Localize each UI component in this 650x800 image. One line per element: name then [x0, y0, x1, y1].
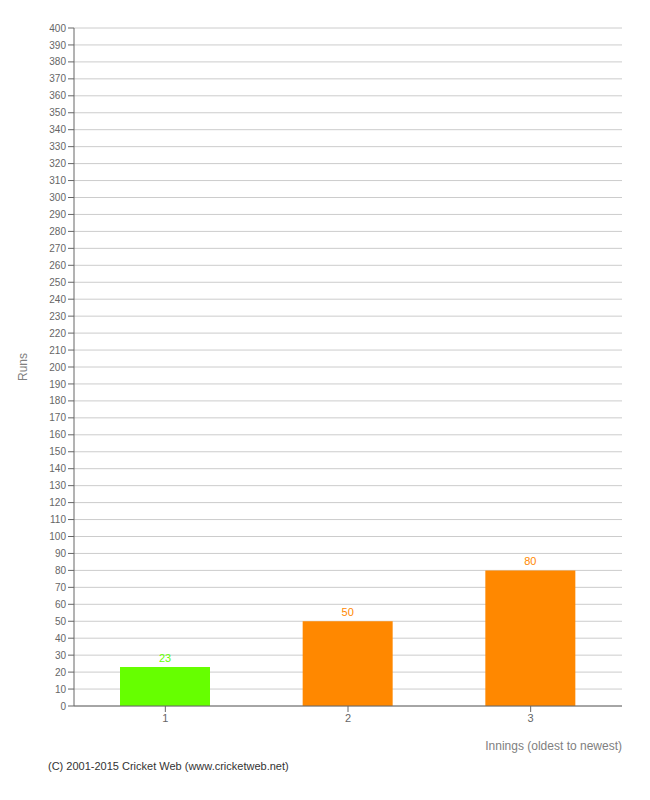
svg-text:2: 2 [345, 712, 351, 724]
svg-text:50: 50 [55, 616, 67, 627]
svg-text:310: 310 [49, 175, 66, 186]
svg-text:0: 0 [60, 701, 66, 712]
svg-text:250: 250 [49, 277, 66, 288]
svg-text:240: 240 [49, 294, 66, 305]
svg-text:20: 20 [55, 667, 67, 678]
svg-text:320: 320 [49, 158, 66, 169]
svg-text:Innings (oldest to newest): Innings (oldest to newest) [485, 739, 622, 753]
svg-text:350: 350 [49, 107, 66, 118]
svg-text:10: 10 [55, 684, 67, 695]
svg-text:170: 170 [49, 412, 66, 423]
svg-text:180: 180 [49, 395, 66, 406]
svg-text:260: 260 [49, 260, 66, 271]
svg-text:330: 330 [49, 141, 66, 152]
svg-text:210: 210 [49, 345, 66, 356]
svg-text:110: 110 [50, 514, 66, 525]
svg-text:50: 50 [342, 606, 354, 618]
svg-text:130: 130 [49, 480, 66, 491]
svg-text:90: 90 [55, 548, 67, 559]
svg-text:360: 360 [49, 90, 66, 101]
svg-text:100: 100 [49, 531, 66, 542]
svg-text:390: 390 [49, 40, 66, 51]
svg-text:200: 200 [49, 362, 66, 373]
svg-text:3: 3 [528, 712, 534, 724]
svg-text:230: 230 [49, 311, 66, 322]
html-text:(C) 2001-2015 Cricket Web (www: (C) 2001-2015 Cricket Web (www.cricketwe… [48, 760, 289, 772]
svg-text:80: 80 [55, 565, 67, 576]
svg-text:160: 160 [49, 429, 66, 440]
svg-text:60: 60 [55, 599, 67, 610]
svg-text:30: 30 [55, 650, 67, 661]
svg-text:280: 280 [49, 226, 66, 237]
svg-text:120: 120 [49, 497, 66, 508]
svg-text:340: 340 [49, 124, 66, 135]
svg-text:1: 1 [162, 712, 168, 724]
svg-text:23: 23 [159, 652, 171, 664]
svg-text:80: 80 [524, 555, 536, 567]
svg-text:Runs: Runs [16, 353, 30, 381]
svg-text:70: 70 [55, 582, 67, 593]
svg-text:400: 400 [49, 23, 66, 34]
svg-text:40: 40 [55, 633, 67, 644]
svg-text:150: 150 [49, 446, 66, 457]
svg-text:380: 380 [49, 56, 66, 67]
svg-text:300: 300 [49, 192, 66, 203]
svg-text:370: 370 [49, 73, 66, 84]
svg-text:220: 220 [49, 328, 66, 339]
svg-text:290: 290 [49, 209, 66, 220]
svg-text:270: 270 [49, 243, 66, 254]
svg-text:190: 190 [49, 379, 66, 390]
svg-text:140: 140 [49, 463, 66, 474]
